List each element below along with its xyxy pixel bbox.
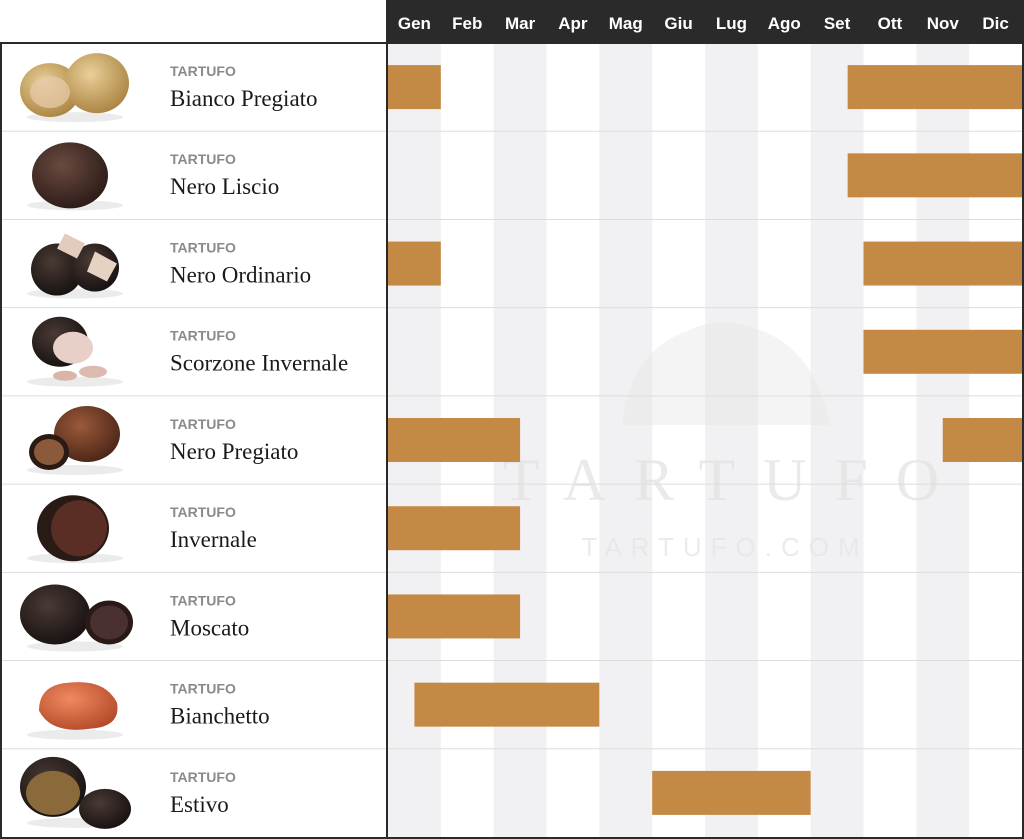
truffle-name: Bianchetto [170, 704, 270, 729]
month-label: Lug [716, 14, 747, 33]
truffle-category-label: TARTUFO [170, 416, 236, 432]
bianchetto-truffle-image [27, 682, 123, 740]
truffle-name: Nero Liscio [170, 174, 279, 199]
season-bar [388, 418, 521, 462]
season-bar [863, 329, 1022, 374]
season-bar [388, 241, 441, 286]
watermark-main-text: TARTUFO [503, 447, 967, 513]
watermark: TARTUFO TARTUFO.COM [503, 322, 967, 562]
season-bar [388, 65, 441, 110]
month-label: Feb [452, 14, 482, 33]
truffle-row: TARTUFO Scorzone Invernale [27, 316, 348, 387]
truffle-row: TARTUFO Estivo [20, 756, 236, 829]
month-label: Dic [982, 14, 1008, 33]
truffle-row: TARTUFO Moscato [20, 584, 249, 652]
truffle-name: Invernale [170, 527, 257, 552]
season-bar [414, 682, 600, 727]
season-bar [847, 153, 1022, 198]
truffle-row: TARTUFO Nero Ordinario [27, 233, 311, 299]
truffle-category-label: TARTUFO [170, 592, 236, 608]
truffle-category-label: TARTUFO [170, 769, 236, 785]
month-header-bar [387, 0, 1024, 43]
month-column-stripe [705, 43, 758, 839]
truffle-row: TARTUFO Nero Pregiato [27, 406, 298, 475]
truffle-row: TARTUFO Invernale [27, 495, 257, 564]
month-column-stripe [599, 43, 653, 839]
winter-truffle-image [27, 495, 123, 564]
truffle-name: Scorzone Invernale [170, 351, 348, 376]
truffle-category-label: TARTUFO [170, 239, 236, 255]
month-label: Mar [505, 14, 536, 33]
month-label: Ott [878, 14, 903, 33]
month-label: Ago [768, 14, 801, 33]
truffle-name: Nero Ordinario [170, 262, 311, 287]
truffle-category-label: TARTUFO [170, 151, 236, 167]
season-bar [863, 241, 1022, 286]
truffle-name: Bianco Pregiato [170, 86, 318, 111]
watermark-truffle-shape [622, 322, 830, 425]
season-bar [942, 418, 1022, 462]
black-ordinary-truffle-image [27, 233, 123, 299]
truffle-name: Estivo [170, 792, 229, 817]
month-label: Gen [398, 14, 431, 33]
truffle-row: TARTUFO Bianchetto [27, 681, 270, 740]
truffle-row: TARTUFO Nero Liscio [27, 142, 279, 211]
watermark-sub-text: TARTUFO.COM [581, 532, 868, 562]
moscato-truffle-image [20, 584, 133, 652]
black-precious-truffle-image [27, 406, 123, 475]
season-bar [388, 594, 521, 639]
truffle-category-label: TARTUFO [170, 681, 236, 697]
season-bar [847, 65, 1022, 110]
season-bar [388, 506, 521, 551]
truffle-row: TARTUFO Bianco Pregiato [20, 53, 318, 123]
white-truffle-image [20, 53, 129, 123]
month-label: Nov [927, 14, 960, 33]
month-label: Set [824, 14, 851, 33]
scorzone-truffle-image [27, 316, 123, 387]
month-label: Apr [558, 14, 588, 33]
summer-truffle-image [20, 756, 131, 829]
truffle-category-label: TARTUFO [170, 63, 236, 79]
truffle-category-label: TARTUFO [170, 328, 236, 344]
month-label: Mag [609, 14, 643, 33]
black-smooth-truffle-image [27, 142, 123, 211]
truffle-category-label: TARTUFO [170, 504, 236, 520]
month-label: Giu [664, 14, 692, 33]
truffle-name: Moscato [170, 615, 249, 640]
truffle-name: Nero Pregiato [170, 439, 298, 464]
season-bar [652, 770, 811, 815]
